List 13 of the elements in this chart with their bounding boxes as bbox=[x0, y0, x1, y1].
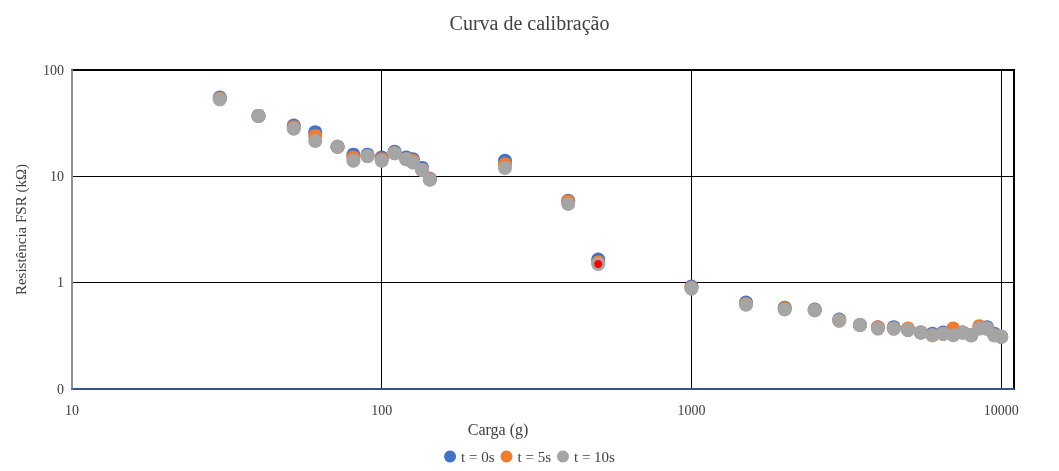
legend-label: t = 0s bbox=[461, 448, 495, 465]
legend-label: t = 5s bbox=[517, 448, 552, 465]
legend-label: t = 10s bbox=[573, 448, 616, 465]
x-tick-label: 1000 bbox=[677, 402, 706, 418]
x-tick-label: 100 bbox=[371, 402, 393, 418]
y-axis-title: Resistência FSR (kΩ) bbox=[12, 163, 30, 296]
y-tick-label: 10 bbox=[50, 168, 64, 184]
x-tick-label: 10000 bbox=[983, 402, 1019, 418]
y-tick-label: 0 bbox=[57, 381, 64, 397]
y-tick-label: 100 bbox=[43, 62, 64, 78]
y-tick-label: 1 bbox=[57, 275, 64, 291]
chart-title: Curva de calibração bbox=[449, 12, 610, 35]
x-axis-title: Carga (g) bbox=[467, 421, 529, 440]
